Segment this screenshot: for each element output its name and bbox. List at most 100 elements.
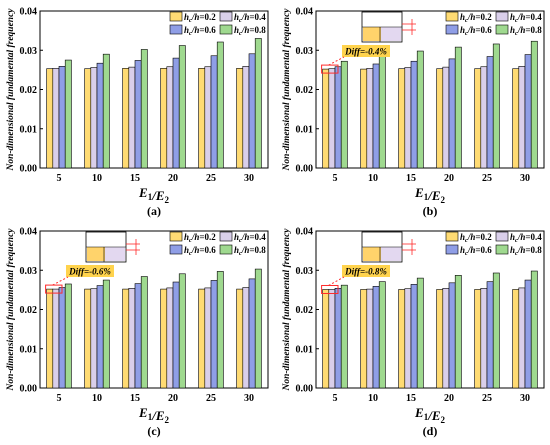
highlight-box bbox=[321, 64, 339, 74]
x-tick-label: 20 bbox=[444, 173, 454, 184]
x-tick-label: 5 bbox=[57, 173, 62, 184]
legend-swatch bbox=[445, 244, 459, 255]
bar bbox=[486, 281, 494, 389]
bar bbox=[524, 279, 532, 389]
y-axis-label: Non-dimensional fundamental frequency bbox=[282, 228, 292, 392]
bar bbox=[372, 286, 380, 389]
bar bbox=[334, 288, 342, 389]
bar bbox=[254, 268, 262, 389]
bar bbox=[360, 68, 368, 169]
legend-swatch bbox=[169, 11, 183, 22]
bar bbox=[366, 68, 374, 169]
legend-label: hc/h=0.6 bbox=[460, 25, 492, 37]
bar bbox=[416, 50, 424, 169]
y-tick-label: 0.04 bbox=[20, 7, 38, 18]
bar bbox=[416, 277, 424, 389]
inset-core bbox=[381, 27, 401, 41]
bar bbox=[58, 66, 66, 169]
legend-swatch bbox=[445, 231, 459, 242]
highlight-box bbox=[321, 284, 339, 294]
y-tick-label: 0.00 bbox=[20, 384, 38, 395]
x-tick-label: 20 bbox=[444, 393, 454, 404]
bar bbox=[52, 288, 60, 389]
diff-label-bg bbox=[342, 265, 390, 277]
legend-label: hc/h=0.8 bbox=[510, 245, 542, 257]
bar bbox=[328, 68, 336, 169]
x-tick-label: 10 bbox=[368, 393, 378, 404]
y-tick-label: 0.01 bbox=[296, 344, 314, 355]
inset-core bbox=[105, 247, 125, 261]
x-tick-label: 25 bbox=[206, 173, 216, 184]
bar bbox=[518, 287, 526, 389]
bar bbox=[96, 62, 104, 169]
bar bbox=[480, 288, 488, 389]
highlight-box bbox=[45, 284, 63, 294]
bar bbox=[122, 288, 130, 389]
y-tick-label: 0.02 bbox=[296, 305, 314, 316]
bar bbox=[134, 283, 142, 389]
bar bbox=[64, 59, 72, 169]
bar bbox=[454, 275, 462, 389]
legend-label: hc/h=0.2 bbox=[184, 12, 216, 24]
bar bbox=[236, 288, 244, 389]
diff-label-bg bbox=[66, 265, 114, 277]
bar bbox=[216, 41, 224, 169]
bar bbox=[46, 68, 54, 169]
bar bbox=[96, 285, 104, 389]
bar bbox=[530, 40, 538, 169]
bar bbox=[128, 288, 136, 389]
bar bbox=[122, 68, 130, 169]
bar bbox=[46, 288, 54, 389]
x-tick-label: 25 bbox=[206, 393, 216, 404]
x-tick-label: 5 bbox=[333, 393, 338, 404]
panel-label: (d) bbox=[423, 424, 438, 438]
bar bbox=[448, 282, 456, 389]
bar bbox=[410, 60, 418, 169]
bar bbox=[102, 279, 110, 389]
y-tick-label: 0.04 bbox=[20, 227, 38, 238]
legend-label: hc/h=0.8 bbox=[234, 25, 266, 37]
bar bbox=[64, 283, 72, 389]
bar bbox=[242, 66, 250, 169]
x-tick-label: 5 bbox=[333, 173, 338, 184]
bar bbox=[486, 56, 494, 169]
chart-panel: 0.00 0.01 0.02 0.03 0.04 Non-dimensional fund… bbox=[282, 7, 545, 218]
bar bbox=[248, 53, 256, 169]
y-tick-label: 0.04 bbox=[296, 7, 314, 18]
legend-label: hc/h=0.6 bbox=[184, 25, 216, 37]
x-axis-label: E1/E2 bbox=[414, 185, 445, 205]
bar bbox=[204, 66, 212, 169]
panel-label: (a) bbox=[147, 204, 161, 218]
bar bbox=[210, 280, 218, 389]
bar bbox=[492, 272, 500, 389]
bar bbox=[334, 66, 342, 169]
bar bbox=[216, 271, 224, 389]
bar bbox=[322, 68, 330, 169]
x-tick-label: 30 bbox=[520, 393, 530, 404]
bar bbox=[90, 288, 98, 389]
bar bbox=[178, 45, 186, 169]
x-tick-label: 20 bbox=[168, 393, 178, 404]
chart-panel: 0.00 0.01 0.02 0.03 0.04 Non-dimensional fund… bbox=[6, 7, 269, 218]
legend-swatch bbox=[219, 244, 233, 255]
bar bbox=[512, 289, 520, 389]
legend-swatch bbox=[495, 231, 509, 242]
legend-swatch bbox=[169, 244, 183, 255]
x-tick-label: 10 bbox=[92, 173, 102, 184]
bar bbox=[160, 68, 168, 169]
diff-label: Diff=-0.4% bbox=[344, 47, 387, 57]
bar bbox=[442, 288, 450, 389]
x-axis-label: E1/E2 bbox=[138, 185, 169, 205]
y-tick-label: 0.02 bbox=[20, 85, 38, 96]
legend-label: hc/h=0.4 bbox=[234, 232, 266, 244]
y-tick-label: 0.00 bbox=[296, 384, 314, 395]
bar bbox=[248, 278, 256, 389]
legend-swatch bbox=[445, 11, 459, 22]
legend-label: hc/h=0.8 bbox=[234, 245, 266, 257]
y-axis-label: Non-dimensional fundamental frequency bbox=[6, 228, 16, 392]
diff-label: Diff=-0.8% bbox=[344, 267, 387, 277]
y-tick-label: 0.02 bbox=[20, 305, 38, 316]
bar bbox=[236, 68, 244, 169]
legend-swatch bbox=[495, 11, 509, 22]
